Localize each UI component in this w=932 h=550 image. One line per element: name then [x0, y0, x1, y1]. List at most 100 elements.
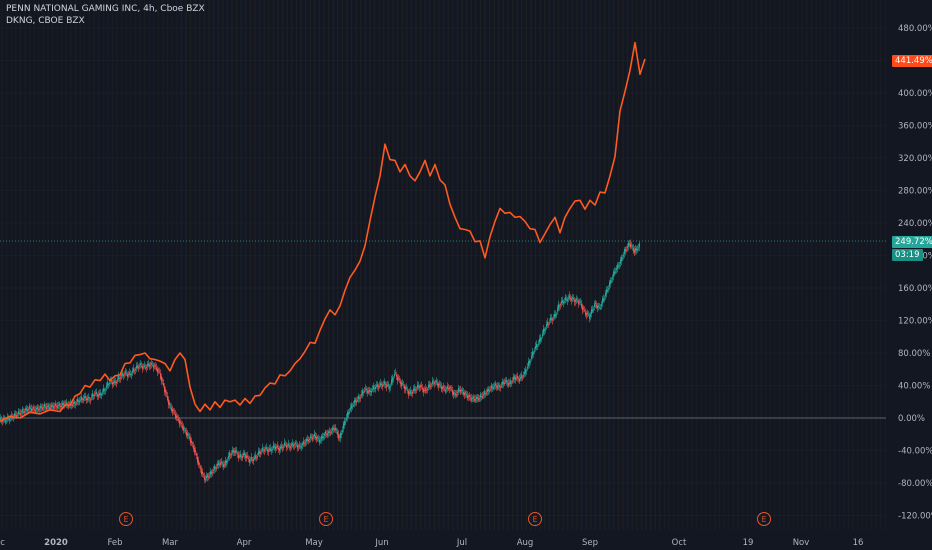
- candle-body: [337, 431, 338, 435]
- candle-body: [121, 374, 122, 377]
- candle-body: [78, 400, 79, 402]
- candle-body: [207, 474, 208, 478]
- earnings-label: E: [533, 515, 538, 524]
- candle-body: [68, 404, 69, 408]
- candle-body: [412, 392, 413, 394]
- candle-body: [600, 308, 601, 309]
- candle-body: [410, 390, 411, 394]
- candle-body: [298, 445, 299, 447]
- candle-body: [35, 409, 36, 412]
- candle-body: [387, 384, 388, 386]
- earnings-marker[interactable]: E: [119, 512, 133, 526]
- candle-body: [581, 303, 582, 307]
- candle-body: [232, 450, 233, 453]
- candle-body: [438, 383, 439, 387]
- candle-body: [442, 387, 443, 389]
- candle-body: [351, 404, 352, 409]
- candle-body: [372, 389, 373, 391]
- candle-body: [551, 317, 552, 320]
- candle-body: [509, 382, 510, 384]
- candle-body: [567, 299, 568, 302]
- candle-body: [354, 399, 355, 404]
- candle-body: [306, 438, 307, 442]
- candle-body: [114, 380, 115, 383]
- x-tick-label: Nov: [793, 538, 810, 548]
- earnings-marker[interactable]: E: [528, 512, 542, 526]
- candle-body: [577, 300, 578, 302]
- candle-body: [371, 391, 372, 393]
- candle-body: [265, 448, 266, 450]
- candle-body: [122, 373, 123, 376]
- candle-body: [409, 392, 410, 394]
- candle-body: [492, 386, 493, 388]
- candle-body: [385, 383, 386, 385]
- candle-body: [127, 373, 128, 377]
- candle-body: [330, 432, 331, 434]
- candle-body: [345, 421, 346, 423]
- candle-body: [377, 384, 378, 387]
- candle-body: [44, 404, 45, 407]
- candle-body: [532, 351, 533, 357]
- legend-compare-symbol[interactable]: DKNG, CBOE BZX: [6, 16, 85, 26]
- candle-body: [405, 387, 406, 390]
- earnings-marker[interactable]: E: [757, 512, 771, 526]
- candle-body: [50, 407, 51, 409]
- candle-body: [400, 381, 401, 384]
- candle-body: [574, 299, 575, 303]
- y-tick-label: -120.00%: [898, 512, 932, 522]
- candle-body: [213, 469, 214, 471]
- candle-body: [139, 365, 140, 367]
- earnings-marker[interactable]: E: [319, 512, 333, 526]
- candle-body: [131, 373, 132, 375]
- candle-body: [88, 396, 89, 399]
- candle-body: [221, 461, 222, 464]
- candle-body: [582, 306, 583, 311]
- candle-body: [511, 382, 512, 384]
- candle-body: [413, 388, 414, 392]
- candle-body: [529, 360, 530, 364]
- candle-body: [164, 386, 165, 392]
- candle-body: [463, 392, 464, 395]
- candle-body: [168, 399, 169, 405]
- candle-body: [172, 409, 173, 413]
- candle-body: [156, 367, 157, 370]
- candle-body: [129, 372, 130, 375]
- candle-body: [583, 308, 584, 309]
- candle-body: [370, 390, 371, 392]
- candle-body: [557, 308, 558, 312]
- earnings-circle: [757, 512, 771, 526]
- candle-body: [427, 388, 428, 390]
- candle-body: [326, 433, 327, 435]
- candle-body: [493, 387, 494, 389]
- candle-body: [462, 390, 463, 392]
- candle-body: [505, 381, 506, 383]
- candle-body: [342, 430, 343, 432]
- candle-body: [314, 433, 315, 437]
- y-tick-label: 40.00%: [898, 382, 930, 392]
- candle-body: [74, 401, 75, 404]
- candle-body: [16, 415, 17, 417]
- candle-body: [147, 363, 148, 367]
- legend-main-symbol[interactable]: PENN NATIONAL GAMING INC, 4h, Cboe BZX: [6, 4, 205, 14]
- candle-body: [23, 411, 24, 413]
- candle-body: [515, 377, 516, 380]
- candle-body: [283, 446, 284, 448]
- candle-body: [189, 436, 190, 439]
- candle-body: [155, 365, 156, 366]
- candle-body: [242, 456, 243, 458]
- candle-body: [270, 448, 271, 451]
- x-tick-label: May: [305, 538, 323, 548]
- candle-body: [632, 246, 633, 248]
- candle-body: [497, 386, 498, 389]
- candle-body: [566, 299, 567, 300]
- candle-body: [228, 456, 229, 459]
- candle-body: [130, 374, 131, 375]
- candle-body: [201, 469, 202, 475]
- candle-body: [24, 411, 25, 413]
- candle-body: [610, 280, 611, 284]
- candle-body: [312, 437, 313, 440]
- candle-body: [178, 418, 179, 421]
- candle-body: [197, 457, 198, 463]
- candle-body: [322, 436, 323, 439]
